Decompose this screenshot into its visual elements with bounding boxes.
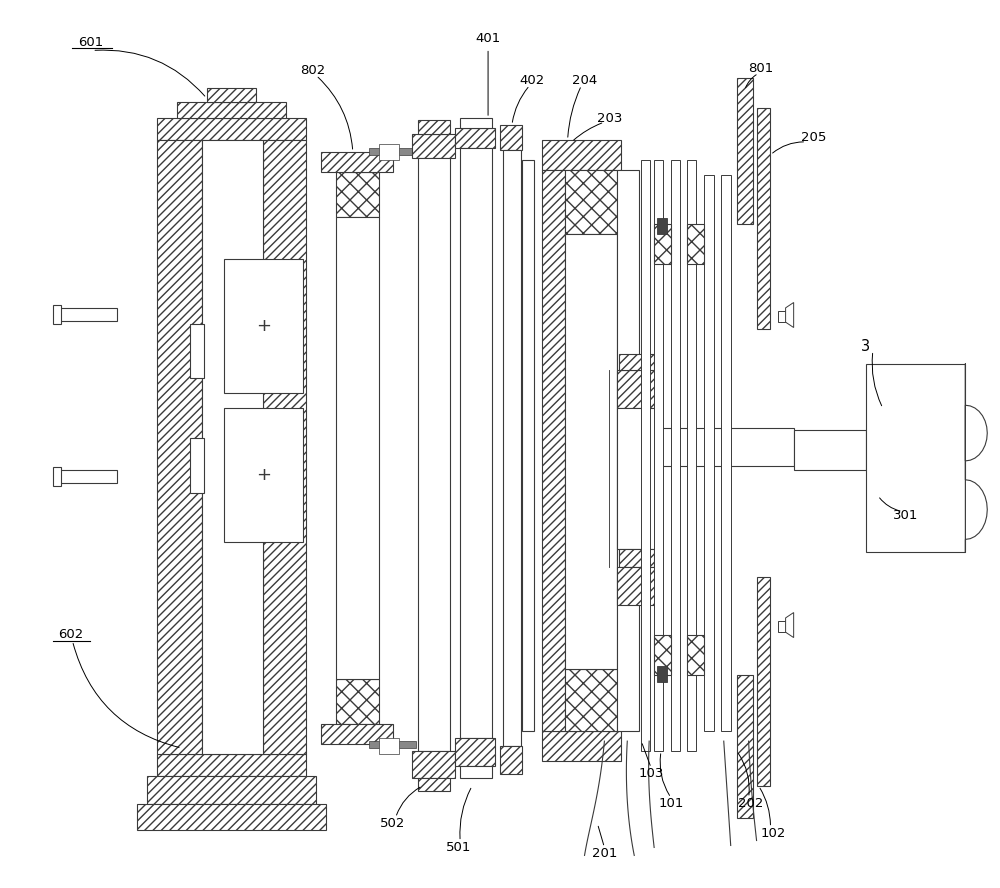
- Text: 802: 802: [300, 64, 326, 77]
- Bar: [379, 738, 399, 754]
- Text: 202: 202: [738, 797, 763, 810]
- Polygon shape: [542, 170, 565, 731]
- Bar: [522, 160, 534, 731]
- Polygon shape: [786, 613, 794, 638]
- Bar: [53, 467, 61, 486]
- Polygon shape: [157, 118, 306, 140]
- Bar: [721, 175, 731, 731]
- Polygon shape: [137, 804, 326, 829]
- Polygon shape: [500, 125, 522, 150]
- Polygon shape: [737, 675, 753, 818]
- Bar: [704, 175, 714, 731]
- Polygon shape: [619, 550, 654, 567]
- Polygon shape: [654, 225, 671, 264]
- Text: 103: 103: [638, 767, 664, 781]
- Text: +: +: [256, 466, 271, 484]
- Polygon shape: [786, 303, 794, 328]
- Polygon shape: [412, 751, 455, 778]
- Text: 101: 101: [658, 797, 684, 810]
- Bar: [657, 428, 794, 466]
- Bar: [565, 234, 617, 669]
- Polygon shape: [965, 363, 987, 552]
- Polygon shape: [157, 140, 202, 754]
- Polygon shape: [207, 88, 256, 102]
- Bar: [778, 622, 786, 632]
- Bar: [617, 408, 659, 550]
- Text: 204: 204: [572, 74, 597, 87]
- Bar: [657, 218, 667, 234]
- Polygon shape: [654, 635, 671, 675]
- Bar: [53, 305, 61, 324]
- Polygon shape: [542, 731, 621, 761]
- Polygon shape: [565, 170, 617, 234]
- Text: 402: 402: [519, 74, 544, 87]
- Polygon shape: [157, 754, 306, 776]
- Polygon shape: [619, 353, 654, 370]
- Text: 3: 3: [861, 339, 871, 354]
- Text: 601: 601: [78, 36, 103, 49]
- Polygon shape: [455, 128, 495, 148]
- Polygon shape: [147, 776, 316, 804]
- Bar: [794, 430, 866, 470]
- Text: 102: 102: [761, 827, 786, 840]
- Text: 602: 602: [58, 629, 83, 641]
- Text: 501: 501: [446, 841, 471, 854]
- Bar: [369, 741, 416, 748]
- Bar: [418, 158, 450, 751]
- Bar: [336, 218, 379, 678]
- Polygon shape: [757, 577, 770, 786]
- Bar: [57, 470, 117, 483]
- Bar: [57, 308, 117, 321]
- Bar: [617, 170, 639, 731]
- Polygon shape: [737, 78, 753, 225]
- Text: 801: 801: [748, 62, 773, 75]
- Bar: [202, 140, 263, 754]
- Bar: [654, 160, 663, 751]
- Polygon shape: [617, 567, 659, 605]
- Bar: [379, 144, 399, 160]
- Bar: [671, 160, 680, 751]
- Bar: [224, 408, 303, 543]
- Polygon shape: [418, 120, 450, 134]
- Polygon shape: [500, 746, 522, 774]
- Bar: [866, 363, 965, 552]
- Polygon shape: [687, 225, 704, 264]
- Bar: [190, 324, 204, 378]
- Polygon shape: [321, 152, 393, 171]
- Text: +: +: [256, 317, 271, 336]
- Text: 203: 203: [597, 112, 622, 124]
- Polygon shape: [177, 102, 286, 118]
- Polygon shape: [565, 669, 617, 731]
- Polygon shape: [460, 766, 492, 778]
- Polygon shape: [460, 118, 492, 128]
- Polygon shape: [412, 134, 455, 158]
- Bar: [687, 160, 696, 751]
- Polygon shape: [757, 108, 770, 329]
- Text: 301: 301: [893, 509, 918, 522]
- Text: 502: 502: [380, 817, 405, 830]
- Text: 201: 201: [592, 847, 617, 860]
- Polygon shape: [687, 635, 704, 675]
- Bar: [657, 666, 667, 681]
- Polygon shape: [336, 678, 379, 725]
- Bar: [503, 150, 521, 746]
- Bar: [224, 259, 303, 393]
- Polygon shape: [263, 140, 306, 754]
- Polygon shape: [617, 370, 659, 408]
- Bar: [190, 438, 204, 493]
- Bar: [641, 160, 650, 751]
- Text: 401: 401: [475, 32, 501, 45]
- Polygon shape: [418, 778, 450, 791]
- Polygon shape: [455, 738, 495, 766]
- Bar: [460, 148, 492, 738]
- Polygon shape: [542, 140, 621, 170]
- Text: 205: 205: [801, 131, 826, 145]
- Bar: [778, 312, 786, 322]
- Bar: [369, 148, 416, 155]
- Polygon shape: [321, 725, 393, 744]
- Polygon shape: [336, 171, 379, 218]
